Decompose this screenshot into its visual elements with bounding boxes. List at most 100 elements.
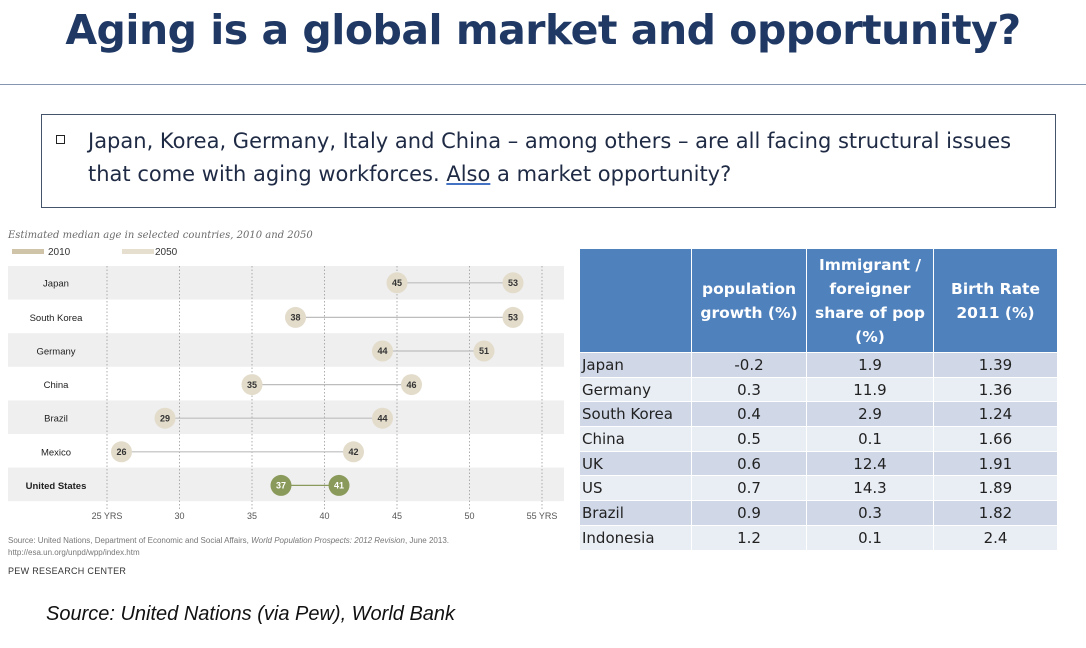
header-population-growth: population growth (%): [691, 248, 807, 353]
dot-2010: [111, 441, 132, 463]
dot-2050: [343, 441, 364, 463]
table-cell-value: 2.4: [933, 524, 1058, 551]
row-label: South Korea: [30, 313, 84, 324]
row-label: Germany: [36, 347, 75, 358]
header-immigrant-share: Immigrant / foreigner share of pop (%): [806, 248, 934, 353]
dot-2010: [154, 407, 176, 429]
dot-value-label: 41: [334, 481, 344, 491]
table-cell-value: 0.4: [691, 401, 807, 428]
dot-value-label: 37: [276, 481, 286, 491]
table-cell-value: 0.3: [691, 376, 807, 403]
table-row: Germany 0.3 11.9 1.36: [579, 376, 1058, 403]
table-cell-value: 1.9: [806, 352, 934, 378]
dot-value-label: 46: [406, 380, 416, 390]
source-note-part1: Source: United Nations, Department of Ec…: [8, 536, 251, 545]
x-tick-label: 45: [392, 511, 402, 521]
dot-value-label: 38: [290, 313, 300, 323]
dot-value-label: 26: [116, 447, 126, 457]
table-cell-country: UK: [579, 450, 692, 477]
legend-2010-swatch: [12, 249, 44, 254]
chart-source-url[interactable]: http://esa.un.org/unpd/wpp/index.htm: [8, 548, 140, 557]
row-label: China: [44, 380, 70, 391]
table-cell-country: South Korea: [579, 401, 692, 428]
dot-value-label: 45: [392, 278, 402, 288]
table-row: Japan -0.2 1.9 1.39: [579, 352, 1058, 378]
slide-title: Aging is a global market and opportunity…: [65, 6, 1021, 54]
table-cell-value: 0.7: [691, 475, 807, 502]
dot-value-label: 53: [508, 278, 518, 288]
source-note-italic: World Population Prospects: 2012 Revisio…: [251, 536, 405, 545]
table-cell-value: 1.89: [933, 475, 1058, 502]
dot-2010: [386, 272, 408, 294]
x-tick-label: 30: [174, 511, 184, 521]
bullet-text-start: Japan, Korea, Germany, Italy and China –…: [88, 129, 1012, 186]
dot-2050: [401, 374, 422, 396]
table-cell-country: Germany: [579, 376, 692, 403]
dot-value-label: 29: [160, 413, 170, 423]
slide-source: Source: United Nations (via Pew), World …: [46, 603, 456, 625]
legend-2050-swatch: [122, 249, 154, 254]
table-cell-value: 0.9: [691, 500, 807, 526]
table-cell-value: 1.82: [933, 500, 1058, 526]
x-tick-label: 35: [247, 511, 257, 521]
legend-2050-label: 2050: [155, 247, 178, 258]
table-cell-value: 2.9: [806, 401, 934, 428]
pew-research-center-label: PEW RESEARCH CENTER: [8, 566, 126, 576]
table-cell-value: 11.9: [806, 376, 934, 403]
table-row: Brazil 0.9 0.3 1.82: [579, 500, 1058, 526]
table-cell-value: 1.91: [933, 450, 1058, 477]
title-divider: [0, 84, 1086, 85]
median-age-chart: Estimated median age in selected countri…: [7, 230, 564, 576]
table-cell-country: US: [579, 475, 692, 502]
dot-value-label: 51: [479, 346, 489, 356]
dot-2050: [372, 407, 393, 429]
dot-2010: [372, 340, 393, 362]
x-tick-label: 55 YRS: [527, 511, 558, 521]
table-header-row: population growth (%) Immigrant / foreig…: [579, 248, 1058, 353]
bullet-text-end: a market opportunity?: [490, 162, 732, 186]
chart-subtitle: Estimated median age in selected countri…: [7, 230, 313, 241]
table-cell-value: 1.66: [933, 426, 1058, 452]
table-cell-country: Brazil: [579, 500, 692, 526]
source-note-part2: , June 2013.: [405, 536, 449, 545]
table-cell-value: -0.2: [691, 352, 807, 378]
header-birth-rate: Birth Rate 2011 (%): [933, 248, 1058, 353]
dot-value-label: 53: [508, 313, 518, 323]
table-row: US 0.7 14.3 1.89: [579, 475, 1058, 502]
table-cell-value: 1.36: [933, 376, 1058, 403]
dot-2050: [502, 272, 524, 294]
table-row: UK 0.6 12.4 1.91: [579, 450, 1058, 477]
dot-value-label: 35: [247, 380, 257, 390]
row-label: Japan: [43, 278, 69, 289]
header-country: [579, 248, 692, 353]
table-cell-country: Japan: [579, 352, 692, 378]
table-cell-value: 0.3: [806, 500, 934, 526]
dot-2010: [285, 306, 306, 328]
square-bullet-icon: [56, 135, 65, 144]
table-row: China 0.5 0.1 1.66: [579, 426, 1058, 452]
row-label: Brazil: [44, 414, 68, 425]
table-cell-country: China: [579, 426, 692, 452]
x-tick-label: 40: [319, 511, 329, 521]
row-stripe: [8, 400, 564, 434]
bullet-text: Japan, Korea, Germany, Italy and China –…: [88, 125, 1038, 191]
table-cell-value: 0.1: [806, 426, 934, 452]
row-label: United States: [26, 481, 87, 492]
chart-source-note: Source: United Nations, Department of Ec…: [8, 536, 449, 545]
bullet-link-word[interactable]: Also: [446, 162, 491, 186]
dot-value-label: 44: [377, 413, 387, 423]
table-cell-value: 0.6: [691, 450, 807, 477]
country-stats-table: population growth (%) Immigrant / foreig…: [579, 248, 1058, 551]
table-cell-value: 1.2: [691, 524, 807, 551]
x-tick-label: 50: [464, 511, 474, 521]
x-tick-label: 25 YRS: [92, 511, 123, 521]
table-row: South Korea 0.4 2.9 1.24: [579, 401, 1058, 428]
table-cell-value: 1.24: [933, 401, 1058, 428]
table-cell-country: Indonesia: [579, 524, 692, 551]
dot-value-label: 42: [348, 447, 358, 457]
dot-2010: [270, 474, 292, 496]
row-label: Mexico: [41, 447, 71, 458]
table-cell-value: 12.4: [806, 450, 934, 477]
legend-2010-label: 2010: [48, 247, 71, 258]
dot-2050: [473, 340, 495, 362]
